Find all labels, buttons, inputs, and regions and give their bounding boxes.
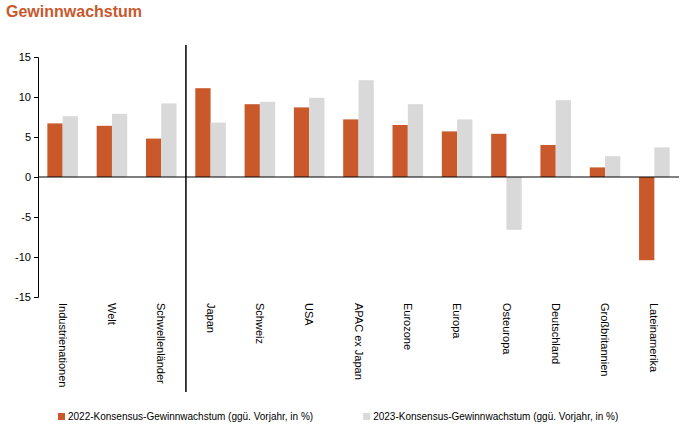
x-tick-label: Schwellenländer [155, 303, 167, 384]
legend-swatch [363, 413, 370, 420]
y-tick-mark [34, 137, 38, 138]
bar [63, 116, 78, 177]
legend: 2022-Konsensus-Gewinnwachstum (ggü. Vorj… [58, 411, 618, 422]
legend-label: 2022-Konsensus-Gewinnwachstum (ggü. Vorj… [68, 411, 313, 422]
y-axis-line [34, 58, 39, 298]
x-tick: Industrienationen [57, 303, 69, 387]
bar [112, 114, 127, 177]
zero-line [38, 177, 679, 178]
bar [161, 103, 176, 177]
legend-item: 2022-Konsensus-Gewinnwachstum (ggü. Vorj… [58, 411, 313, 422]
bar [47, 123, 62, 177]
bar [146, 139, 161, 177]
y-tick-mark [34, 57, 38, 58]
bar [590, 167, 605, 177]
y-tick-label: -5 [21, 211, 31, 223]
y-tick-label: 5 [25, 131, 31, 143]
x-tick: Europa [451, 303, 463, 339]
y-tick-label: 0 [25, 171, 31, 183]
bar [97, 126, 112, 177]
y-tick: -15 [15, 291, 38, 303]
chart: Gewinnwachstum -15 -10 -5 0 5 10 15 Industrienat… [0, 0, 687, 433]
y-tick-mark [34, 257, 38, 258]
x-axis: Industrienationen Welt Schwellenländer Japa… [57, 303, 661, 387]
y-tick-label: 10 [19, 91, 31, 103]
bar [211, 123, 226, 177]
y-tick-mark [34, 177, 38, 178]
y-tick: -5 [21, 211, 38, 223]
legend-label: 2023-Konsensus-Gewinnwachstum (ggü. Vorj… [373, 411, 618, 422]
x-tick-label: Osteuropa [501, 303, 513, 355]
bar [294, 107, 309, 177]
x-tick: Welt [106, 303, 118, 325]
bar [408, 104, 423, 177]
y-tick: -10 [15, 251, 38, 263]
x-tick: Schweiz [254, 303, 266, 344]
x-tick-label: APAC ex Japan [353, 303, 365, 380]
x-tick-label: Deutschland [550, 303, 562, 364]
bar [442, 131, 457, 177]
separator [185, 45, 187, 392]
bar [309, 98, 324, 177]
bar [393, 125, 408, 177]
bars [47, 80, 669, 260]
bar [639, 177, 654, 260]
bar [506, 177, 521, 230]
title: Gewinnwachstum [6, 3, 142, 20]
y-tick-mark [34, 297, 38, 298]
x-tick-label: Eurozone [402, 303, 414, 350]
x-tick-label: Lateinamerika [648, 303, 660, 373]
bar [654, 147, 669, 177]
bar [359, 80, 374, 177]
x-tick: USA [303, 303, 315, 326]
x-tick-label: Japan [205, 303, 217, 333]
plot: -15 -10 -5 0 5 10 15 Industrienationen Welt Schwe… [15, 45, 679, 392]
x-tick: Schwellenländer [155, 303, 167, 384]
y-tick-label: -10 [15, 251, 31, 263]
x-tick: APAC ex Japan [353, 303, 365, 380]
bar [491, 134, 506, 177]
bar [245, 104, 260, 177]
x-tick: Lateinamerika [648, 303, 660, 373]
x-tick: Großbritannien [599, 303, 611, 376]
y-axis: -15 -10 -5 0 5 10 15 [15, 51, 38, 303]
bar [457, 119, 472, 177]
y-tick-mark [34, 217, 38, 218]
y-tick: 5 [25, 131, 38, 143]
y-tick: 15 [19, 51, 38, 63]
bar [556, 100, 571, 177]
y-tick-label: 15 [19, 51, 31, 63]
x-tick-label: Schweiz [254, 303, 266, 344]
bar [343, 119, 358, 177]
x-tick-label: Europa [451, 303, 463, 339]
x-tick-label: Industrienationen [57, 303, 69, 387]
x-tick-label: Welt [106, 303, 118, 325]
bar [260, 102, 275, 177]
bar [605, 156, 620, 177]
x-tick: Eurozone [402, 303, 414, 350]
legend-swatch [58, 413, 65, 420]
y-tick-mark [34, 97, 38, 98]
x-tick-label: Großbritannien [599, 303, 611, 376]
y-tick-label: -15 [15, 291, 31, 303]
y-tick: 0 [25, 171, 38, 183]
x-tick: Japan [205, 303, 217, 333]
x-tick: Deutschland [550, 303, 562, 364]
y-tick: 10 [19, 91, 38, 103]
bar [195, 88, 210, 177]
x-tick-label: USA [303, 303, 315, 326]
bar [540, 145, 555, 177]
legend-item: 2023-Konsensus-Gewinnwachstum (ggü. Vorj… [363, 411, 618, 422]
x-tick: Osteuropa [501, 303, 513, 355]
